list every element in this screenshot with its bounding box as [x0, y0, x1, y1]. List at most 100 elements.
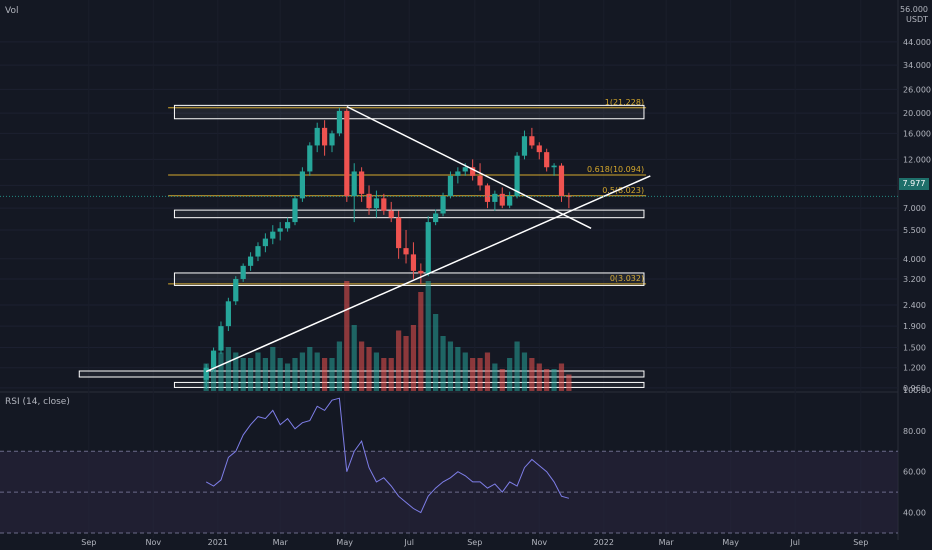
- candle-body: [462, 167, 468, 172]
- candle-body: [410, 254, 417, 271]
- quote-currency: USDT: [906, 15, 928, 24]
- volume-indicator-label[interactable]: Vol: [5, 6, 19, 16]
- candle-body: [388, 210, 394, 218]
- volume-bar: [514, 341, 520, 391]
- rsi-line: [205, 397, 570, 514]
- candle-body: [447, 175, 454, 197]
- fib-level-label: 0.5(8.023): [602, 186, 644, 195]
- fib-level-label: 0.618(10.094): [587, 165, 644, 174]
- price-tick-label: 4.000: [903, 255, 926, 264]
- candle-body: [381, 198, 387, 211]
- volume-bar: [381, 358, 387, 391]
- volume-bar: [388, 358, 394, 391]
- trendline: [346, 105, 592, 230]
- volume-bar: [225, 347, 231, 391]
- candle-body: [514, 155, 520, 197]
- volume-bar: [396, 330, 402, 391]
- candle-body: [396, 217, 402, 249]
- volume-bar: [507, 358, 513, 391]
- volume-bar: [566, 374, 572, 391]
- time-tick-label: Nov: [531, 538, 547, 547]
- candle-body: [521, 136, 528, 156]
- time-tick-label: May: [722, 538, 739, 547]
- candle-body: [373, 198, 380, 209]
- support-resistance-zone: [173, 381, 645, 388]
- price-axis-header: 56.000 USDT: [900, 5, 928, 25]
- price-tick-label: 20.000: [903, 109, 931, 118]
- volume-bar: [277, 358, 283, 391]
- candle-body: [329, 133, 335, 146]
- candle-body: [359, 171, 365, 194]
- rsi-tick-label: 40.00: [903, 509, 926, 518]
- time-tick-label: 2022: [594, 538, 614, 547]
- volume-bar: [344, 281, 350, 391]
- volume-bar: [240, 358, 246, 391]
- time-tick-label: Mar: [659, 538, 675, 547]
- volume-bar: [233, 352, 239, 391]
- candle-body: [425, 222, 431, 274]
- volume-bar: [418, 292, 424, 391]
- candle-body: [507, 196, 513, 206]
- volume-bar: [455, 347, 461, 391]
- volume-bar: [247, 358, 254, 391]
- volume-bar: [410, 325, 417, 391]
- volume-bar: [551, 369, 557, 391]
- candle-body: [529, 136, 535, 146]
- price-tick-label: 3.200: [903, 275, 926, 284]
- time-tick-label: Sep: [81, 538, 96, 547]
- candle-body: [544, 152, 550, 168]
- fib-level-label: 1(21.228): [605, 98, 644, 107]
- volume-bar: [425, 281, 431, 391]
- candle-body: [492, 193, 498, 202]
- candle-body: [240, 265, 246, 279]
- volume-bar: [529, 358, 535, 391]
- time-tick-label: Sep: [853, 538, 868, 547]
- candle-body: [210, 350, 217, 368]
- time-tick-label: 2021: [208, 538, 228, 547]
- volume-bar: [270, 347, 276, 391]
- candle-body: [433, 213, 439, 223]
- volume-bar: [373, 352, 380, 391]
- volume-bar: [477, 358, 483, 391]
- candle-body: [344, 110, 350, 197]
- candle-body: [484, 185, 491, 202]
- candle-body: [218, 326, 224, 351]
- rsi-tick-label: 80.00: [903, 427, 926, 436]
- price-tick-label: 1.900: [903, 322, 926, 331]
- candle-body: [403, 248, 409, 255]
- price-tick-label: 44.000: [903, 38, 931, 47]
- candle-body: [292, 198, 298, 223]
- price-axis-top-value: 56.000: [900, 5, 928, 14]
- candle-body: [203, 367, 209, 380]
- volume-bar: [210, 358, 217, 391]
- volume-bar: [366, 347, 372, 391]
- price-tick-label: 1.500: [903, 344, 926, 353]
- rsi-tick-label: 100.00: [903, 386, 931, 395]
- price-tick-label: 5.500: [903, 226, 926, 235]
- candle-body: [536, 145, 542, 153]
- time-tick-label: Jul: [789, 538, 800, 547]
- volume-bar: [284, 363, 291, 391]
- candle-body: [477, 175, 483, 186]
- candle-body: [566, 196, 572, 198]
- candle-body: [247, 256, 254, 266]
- volume-bar: [292, 358, 298, 391]
- candle-body: [233, 278, 239, 302]
- candle-body: [366, 193, 372, 209]
- price-tick-label: 2.400: [903, 301, 926, 310]
- volume-bar: [447, 341, 454, 391]
- candle-body: [262, 238, 268, 247]
- volume-bar: [218, 352, 224, 391]
- trendline: [205, 175, 651, 373]
- candle-body: [351, 171, 357, 197]
- support-resistance-zone: [173, 104, 645, 120]
- price-tick-label: 0.960: [903, 384, 926, 393]
- rsi-indicator-label[interactable]: RSI (14, close): [5, 397, 70, 407]
- price-tick-label: 1.200: [903, 364, 926, 373]
- time-tick-label: Sep: [467, 538, 482, 547]
- candle-body: [455, 171, 461, 176]
- volume-bar: [299, 352, 305, 391]
- candle-body: [255, 246, 261, 257]
- volume-bar: [462, 352, 468, 391]
